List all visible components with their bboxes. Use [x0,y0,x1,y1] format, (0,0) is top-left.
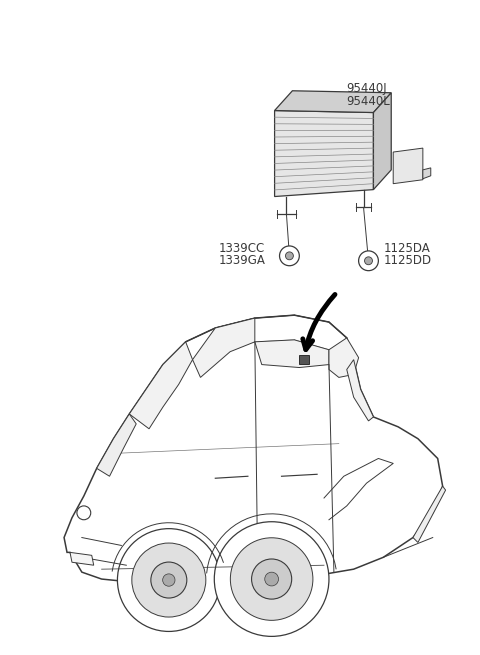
Polygon shape [373,93,391,189]
Polygon shape [413,486,445,542]
Text: 1339GA: 1339GA [218,254,265,267]
Polygon shape [96,414,136,476]
Text: 95440L: 95440L [347,94,391,107]
Circle shape [77,506,91,520]
Circle shape [132,543,206,617]
Polygon shape [275,91,391,113]
Text: 1125DD: 1125DD [384,254,432,267]
Polygon shape [129,342,192,429]
Polygon shape [300,354,309,364]
Circle shape [151,562,187,598]
Circle shape [279,246,300,266]
Text: 1339CC: 1339CC [218,242,264,255]
Polygon shape [64,315,443,582]
Polygon shape [329,338,359,377]
Text: 1125DA: 1125DA [384,242,430,255]
Polygon shape [255,340,329,367]
Polygon shape [70,552,94,565]
Circle shape [265,572,278,586]
Polygon shape [275,111,373,196]
Polygon shape [423,168,431,179]
Circle shape [252,559,292,599]
Circle shape [214,522,329,637]
Polygon shape [192,318,255,377]
Polygon shape [347,360,373,421]
Circle shape [118,529,220,631]
Text: 95440J: 95440J [347,82,387,95]
Circle shape [230,538,313,620]
Circle shape [286,252,293,260]
Polygon shape [393,148,423,183]
Circle shape [163,574,175,586]
Circle shape [359,251,378,271]
Circle shape [364,257,372,265]
